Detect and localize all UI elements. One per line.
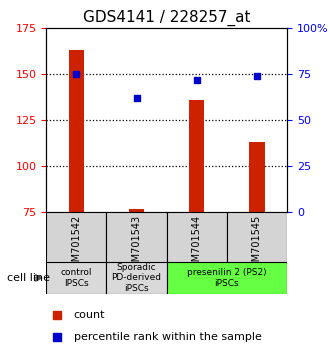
Bar: [129, 209, 144, 212]
Text: GSM701544: GSM701544: [192, 215, 202, 274]
Text: GSM701542: GSM701542: [71, 215, 81, 274]
Text: GSM701543: GSM701543: [132, 215, 142, 274]
Text: GSM701545: GSM701545: [252, 215, 262, 274]
Bar: [106, 212, 167, 262]
Text: Sporadic
PD-derived
iPSCs: Sporadic PD-derived iPSCs: [112, 263, 162, 293]
Text: cell line: cell line: [7, 273, 50, 283]
Title: GDS4141 / 228257_at: GDS4141 / 228257_at: [83, 9, 250, 25]
Text: count: count: [74, 310, 105, 320]
Text: presenilin 2 (PS2)
iPSCs: presenilin 2 (PS2) iPSCs: [187, 268, 267, 287]
Bar: [69, 50, 84, 212]
Text: percentile rank within the sample: percentile rank within the sample: [74, 332, 261, 342]
Text: control
IPSCs: control IPSCs: [61, 268, 92, 287]
Bar: [167, 212, 227, 262]
Bar: [106, 262, 167, 294]
Bar: [46, 212, 106, 262]
Bar: [249, 142, 265, 212]
Bar: [46, 262, 106, 294]
Bar: [167, 262, 287, 294]
Bar: [227, 212, 287, 262]
Bar: [189, 100, 204, 212]
